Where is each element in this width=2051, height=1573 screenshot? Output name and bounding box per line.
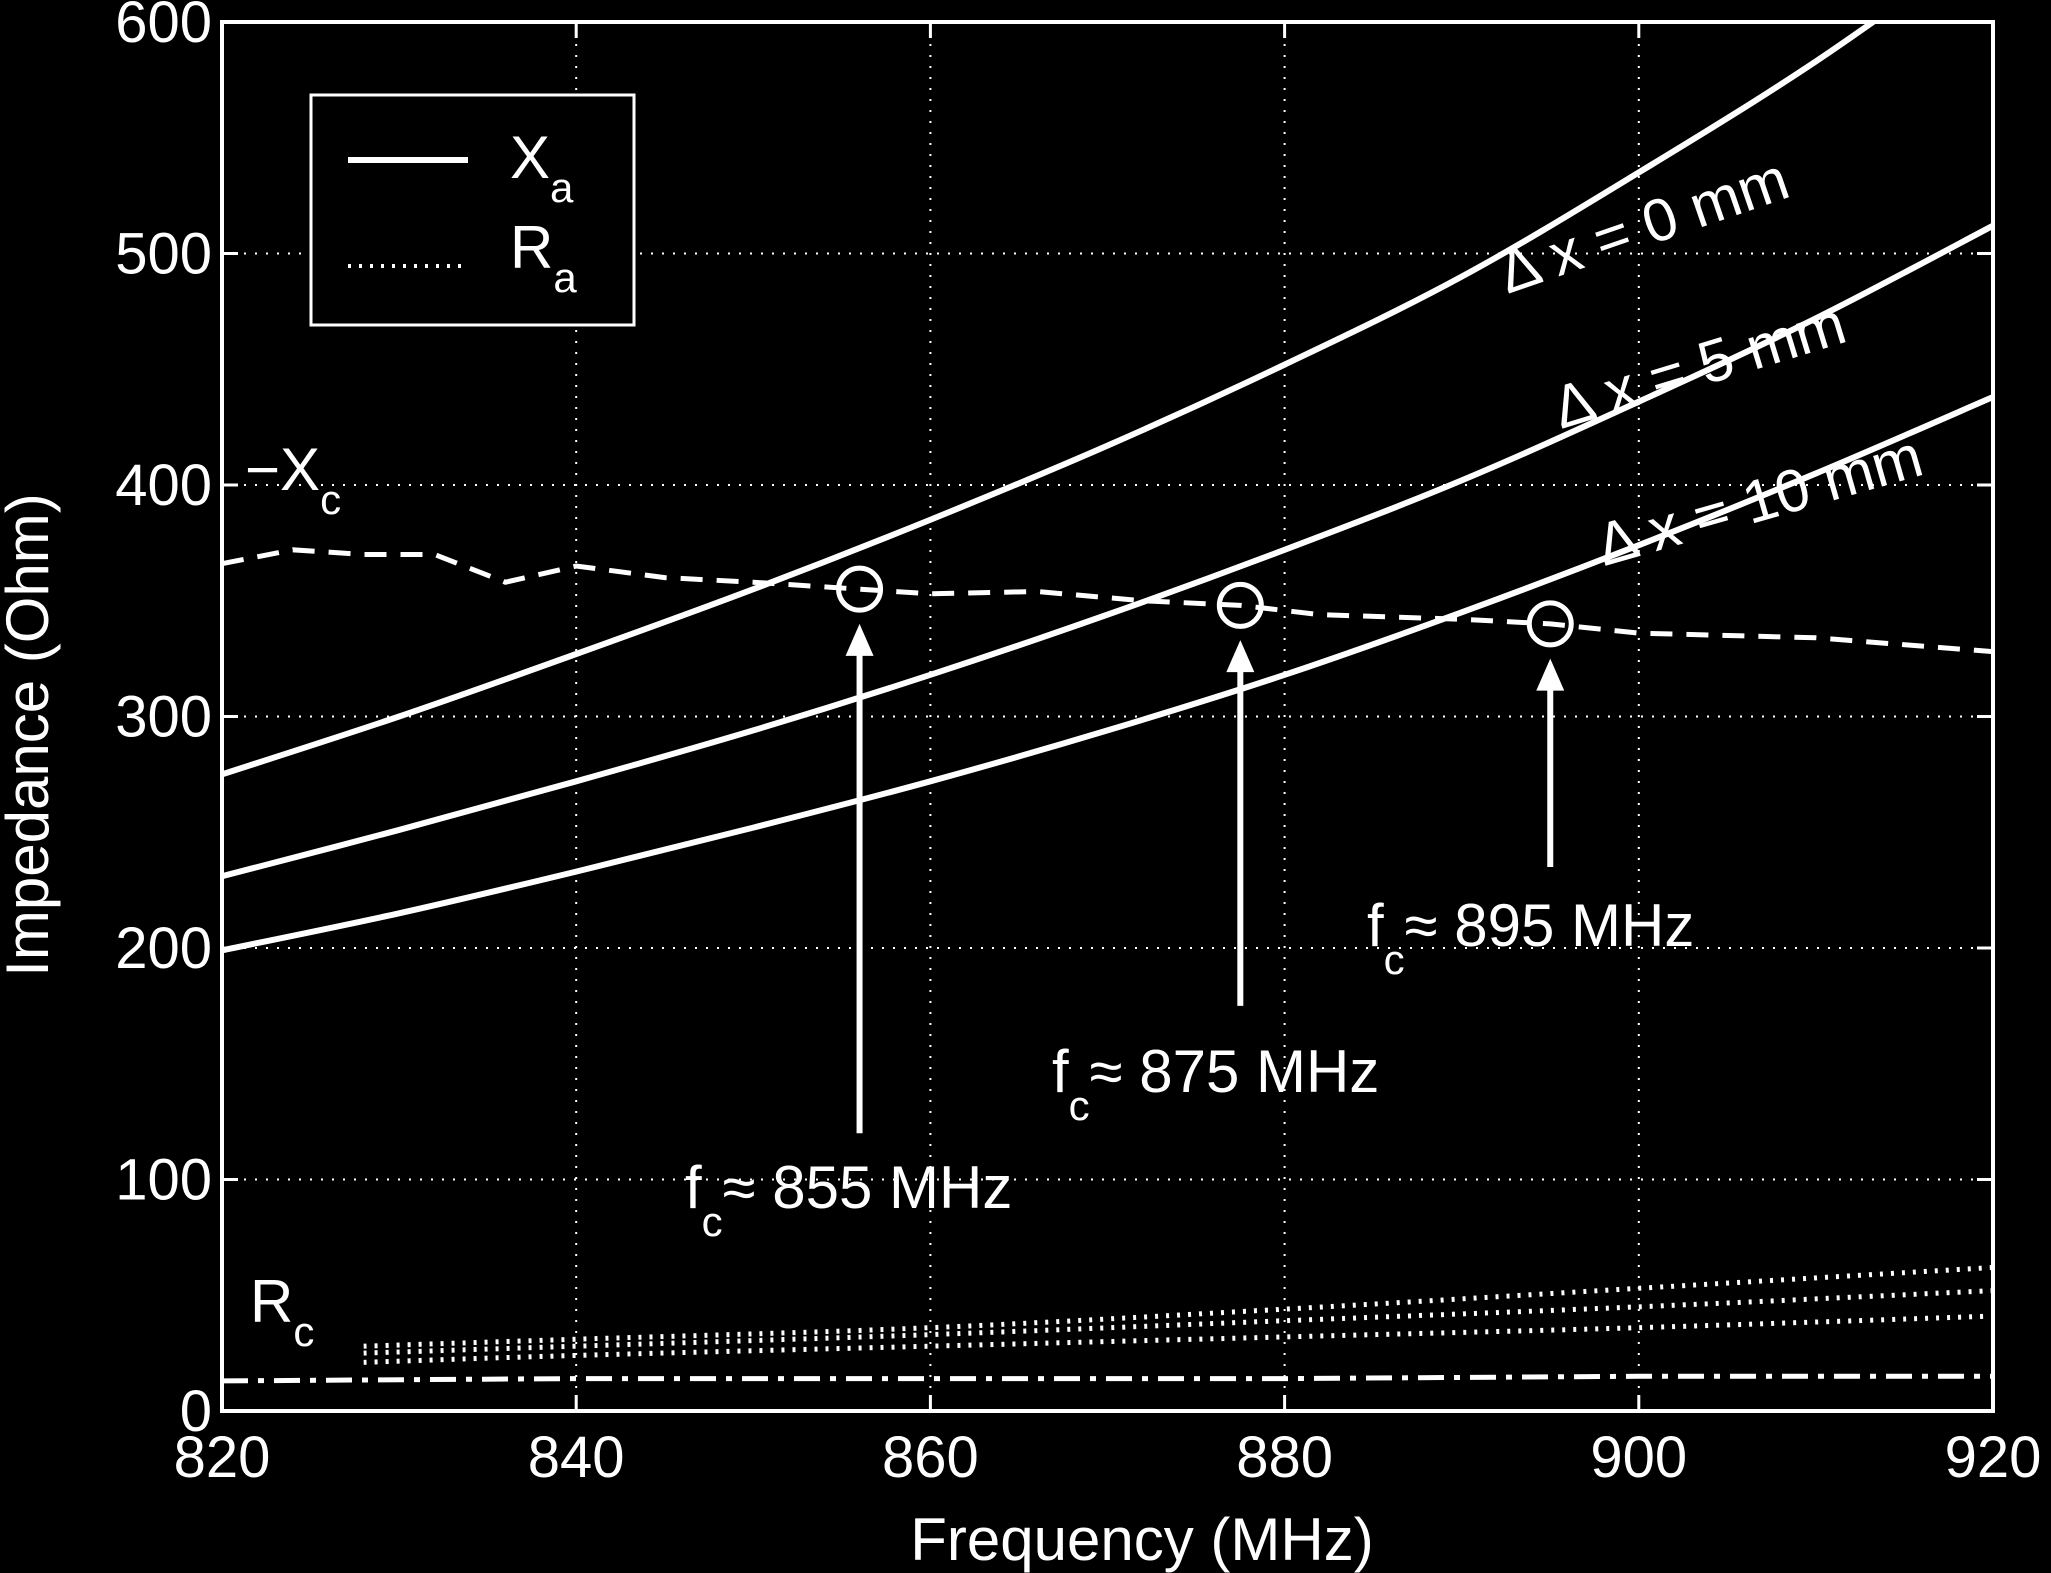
fc-895-sub: c (1384, 936, 1405, 983)
legend-ra-sub: a (553, 254, 577, 301)
y-tick-label: 200 (115, 916, 212, 981)
series-xa-line-0 (222, 22, 1879, 778)
intersection-markers (836, 565, 1574, 648)
x-tick-label: 840 (528, 1425, 625, 1490)
y-tick-label: 100 (115, 1148, 212, 1213)
legend: Xa Ra (309, 93, 636, 327)
y-axis-label: Impedance (Ohm) (0, 493, 61, 977)
fc-875-text: ≈ 875 MHz (1090, 1038, 1380, 1105)
x-tick-label: 820 (174, 1425, 271, 1490)
y-tick-label: 500 (115, 222, 212, 287)
fc-895-main: f (1367, 892, 1384, 959)
fc-855-text: ≈ 855 MHz (723, 1154, 1013, 1221)
rc-label: Rc (250, 1268, 314, 1355)
arrow-head (1536, 658, 1565, 691)
series-ra-line-7 (363, 1313, 1993, 1365)
fc-855-sub: c (702, 1198, 723, 1245)
arrow-head (845, 623, 874, 656)
xc-label-sub: c (320, 476, 341, 523)
rc-label-main: R (250, 1268, 293, 1335)
intersection-marker (1526, 600, 1574, 648)
intersection-marker (1216, 581, 1264, 629)
legend-entry-ra: Ra (510, 214, 577, 301)
fc-855-main: f (685, 1154, 702, 1221)
arrow-head (1226, 640, 1255, 673)
fc-label-895: fc≈ 895 MHz (1367, 892, 1694, 983)
x-tick-label: 920 (1945, 1425, 2042, 1490)
legend-xa-sub: a (550, 164, 574, 211)
fc-875-sub: c (1069, 1082, 1090, 1129)
fc-895-text: ≈ 895 MHz (1405, 892, 1695, 959)
y-tick-label: 600 (115, 0, 212, 55)
series-ra-line-6 (363, 1288, 1993, 1356)
series-xc-line-3 (222, 547, 1993, 655)
legend-xa-main: X (510, 124, 550, 191)
curve-label-dx5: Δ x = 5 mm (1545, 289, 1853, 441)
curve-label-dx10: Δ x = 10 mm (1589, 422, 1930, 579)
series-ra-line-5 (363, 1264, 1993, 1349)
axis-ticks: 820 840 860 880 900 920 0 100 200 300 400 500 600 (115, 0, 2041, 1490)
x-axis-label: Frequency (MHz) (910, 1506, 1373, 1573)
data-series (222, 22, 1993, 1384)
legend-ra-main: R (510, 214, 553, 281)
fc-label-855: fc≈ 855 MHz (685, 1154, 1012, 1245)
fc-875-main: f (1052, 1038, 1069, 1105)
intersection-marker (836, 565, 884, 613)
xc-label-main: −X (245, 436, 320, 503)
y-tick-label: 0 (180, 1379, 212, 1444)
y-tick-label: 300 (115, 685, 212, 750)
x-tick-label: 900 (1590, 1425, 1687, 1490)
x-tick-label: 880 (1236, 1425, 1333, 1490)
series-rc-line-4 (222, 1373, 1993, 1384)
fc-label-875: fc≈ 875 MHz (1052, 1038, 1379, 1129)
frequency-arrows (845, 623, 1565, 1134)
grid-lines (222, 22, 1993, 1411)
x-tick-label: 860 (882, 1425, 979, 1490)
rc-label-sub: c (293, 1308, 314, 1355)
series-xa-line-1 (222, 223, 1993, 880)
series-xa-line-2 (222, 394, 1993, 954)
legend-entry-xa: Xa (510, 124, 574, 211)
y-tick-label: 400 (115, 453, 212, 518)
legend-box (309, 93, 636, 327)
xc-label: −Xc (245, 436, 341, 523)
